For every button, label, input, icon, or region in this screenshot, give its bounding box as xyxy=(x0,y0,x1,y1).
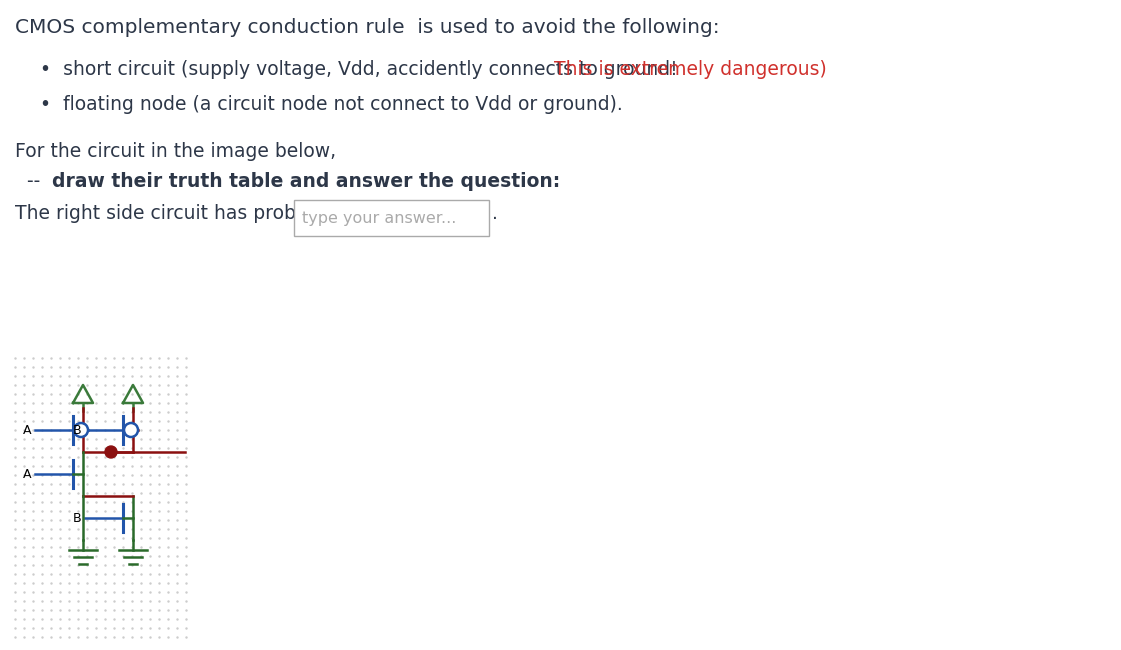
Text: .: . xyxy=(492,204,498,223)
Text: •  floating node (a circuit node not connect to Vdd or ground).: • floating node (a circuit node not conn… xyxy=(40,95,623,114)
Text: •  short circuit (supply voltage, Vdd, accidently connects to ground!: • short circuit (supply voltage, Vdd, ac… xyxy=(40,60,684,79)
Circle shape xyxy=(74,423,89,437)
Circle shape xyxy=(124,423,138,437)
Text: type your answer...: type your answer... xyxy=(303,211,456,226)
Text: draw their truth table and answer the question:: draw their truth table and answer the qu… xyxy=(52,172,560,191)
Circle shape xyxy=(105,446,117,458)
Text: B: B xyxy=(73,512,81,525)
Text: A: A xyxy=(22,467,31,480)
Text: A: A xyxy=(22,424,31,437)
Text: B: B xyxy=(73,424,81,437)
Text: For the circuit in the image below,: For the circuit in the image below, xyxy=(15,142,336,161)
Text: This is extremely dangerous): This is extremely dangerous) xyxy=(555,60,827,79)
Text: CMOS complementary conduction rule  is used to avoid the following:: CMOS complementary conduction rule is us… xyxy=(15,18,720,37)
FancyBboxPatch shape xyxy=(295,200,489,236)
Text: --: -- xyxy=(15,172,46,191)
Text: The right side circuit has problem of: The right side circuit has problem of xyxy=(15,204,361,223)
